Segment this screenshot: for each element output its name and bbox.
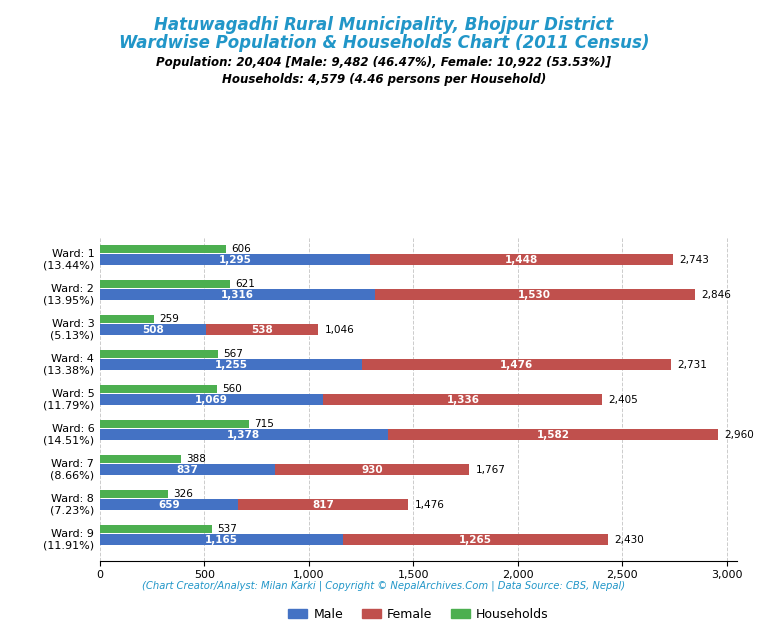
Bar: [100, 359, 362, 370]
Text: 1,582: 1,582: [537, 430, 570, 440]
Bar: [100, 350, 218, 358]
Text: 1,165: 1,165: [205, 535, 238, 545]
Bar: [100, 525, 212, 533]
Text: 659: 659: [158, 500, 180, 510]
Text: 567: 567: [223, 349, 243, 359]
Text: 1,448: 1,448: [505, 255, 538, 265]
Bar: [100, 490, 168, 498]
Bar: [100, 324, 206, 335]
Text: 1,476: 1,476: [415, 500, 445, 510]
Text: Wardwise Population & Households Chart (2011 Census): Wardwise Population & Households Chart (…: [119, 34, 649, 52]
Bar: [362, 359, 670, 370]
Text: 1,265: 1,265: [459, 535, 492, 545]
Text: 1,530: 1,530: [518, 290, 551, 300]
Text: 837: 837: [177, 465, 198, 475]
Bar: [100, 534, 343, 545]
Bar: [100, 245, 227, 252]
Text: 560: 560: [222, 384, 242, 394]
Text: 1,069: 1,069: [195, 394, 228, 404]
Bar: [100, 289, 375, 300]
Bar: [100, 280, 230, 288]
Text: 715: 715: [254, 419, 274, 429]
Bar: [323, 394, 602, 405]
Text: 2,960: 2,960: [725, 430, 754, 440]
Bar: [343, 534, 607, 545]
Bar: [388, 429, 719, 440]
Text: 1,476: 1,476: [500, 359, 533, 369]
Text: 326: 326: [174, 489, 193, 499]
Bar: [375, 289, 694, 300]
Bar: [275, 464, 469, 475]
Bar: [100, 394, 323, 405]
Text: Hatuwagadhi Rural Municipality, Bhojpur District: Hatuwagadhi Rural Municipality, Bhojpur …: [154, 16, 614, 34]
Text: 259: 259: [159, 314, 179, 324]
Text: 388: 388: [186, 454, 206, 464]
Text: Households: 4,579 (4.46 persons per Household): Households: 4,579 (4.46 persons per Hous…: [222, 73, 546, 86]
Text: 2,743: 2,743: [680, 255, 710, 265]
Bar: [100, 315, 154, 323]
Text: 606: 606: [232, 244, 251, 254]
Text: 2,731: 2,731: [677, 359, 707, 369]
Bar: [100, 420, 250, 427]
Bar: [100, 385, 217, 392]
Legend: Male, Female, Households: Male, Female, Households: [283, 602, 554, 623]
Bar: [100, 429, 388, 440]
Text: 2,405: 2,405: [609, 394, 638, 404]
Text: 538: 538: [251, 325, 273, 335]
Text: 621: 621: [235, 278, 255, 288]
Text: 930: 930: [361, 465, 382, 475]
Text: (Chart Creator/Analyst: Milan Karki | Copyright © NepalArchives.Com | Data Sourc: (Chart Creator/Analyst: Milan Karki | Co…: [142, 581, 626, 591]
Text: 1,336: 1,336: [446, 394, 479, 404]
Text: Population: 20,404 [Male: 9,482 (46.47%), Female: 10,922 (53.53%)]: Population: 20,404 [Male: 9,482 (46.47%)…: [157, 56, 611, 69]
Text: 537: 537: [217, 524, 237, 534]
Text: 1,046: 1,046: [325, 325, 355, 335]
Text: 1,378: 1,378: [227, 430, 260, 440]
Bar: [370, 254, 673, 265]
Bar: [100, 499, 237, 510]
Text: 2,846: 2,846: [701, 290, 731, 300]
Text: 508: 508: [142, 325, 164, 335]
Text: 1,767: 1,767: [475, 465, 505, 475]
Bar: [100, 464, 275, 475]
Bar: [237, 499, 409, 510]
Bar: [100, 455, 181, 463]
Bar: [100, 254, 370, 265]
Text: 1,255: 1,255: [214, 359, 247, 369]
Text: 1,295: 1,295: [219, 255, 252, 265]
Text: 817: 817: [312, 500, 334, 510]
Text: 2,430: 2,430: [614, 535, 644, 545]
Bar: [206, 324, 319, 335]
Text: 1,316: 1,316: [221, 290, 254, 300]
